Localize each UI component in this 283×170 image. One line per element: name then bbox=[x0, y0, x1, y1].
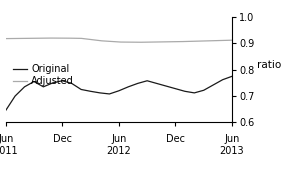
Adjusted bbox=[196, 40, 200, 42]
Original bbox=[23, 86, 26, 88]
Original bbox=[108, 93, 111, 95]
Legend: Original, Adjusted: Original, Adjusted bbox=[13, 64, 74, 86]
Original bbox=[155, 82, 158, 84]
Adjusted bbox=[5, 38, 8, 40]
Original bbox=[70, 82, 73, 84]
Original bbox=[98, 92, 102, 94]
Adjusted bbox=[4, 38, 7, 40]
Original bbox=[89, 90, 92, 92]
Original bbox=[174, 88, 177, 90]
Original bbox=[145, 80, 149, 82]
Adjusted bbox=[42, 37, 45, 39]
Adjusted bbox=[211, 40, 214, 42]
Original bbox=[117, 90, 121, 92]
Original bbox=[42, 86, 45, 88]
Original bbox=[193, 92, 196, 94]
Original bbox=[51, 82, 55, 84]
Text: Jun
2011: Jun 2011 bbox=[0, 134, 18, 156]
Original bbox=[4, 109, 7, 112]
Text: Dec: Dec bbox=[53, 134, 72, 144]
Original bbox=[136, 82, 140, 84]
Adjusted bbox=[136, 41, 139, 43]
Line: Adjusted: Adjusted bbox=[6, 38, 232, 42]
Original bbox=[127, 86, 130, 88]
Original bbox=[164, 85, 168, 87]
Original bbox=[61, 80, 64, 82]
Text: Jun
2013: Jun 2013 bbox=[220, 134, 245, 156]
Adjusted bbox=[230, 39, 234, 41]
Original bbox=[183, 90, 186, 92]
Text: Dec: Dec bbox=[166, 134, 185, 144]
Original bbox=[211, 84, 215, 86]
Original bbox=[13, 95, 17, 97]
Adjusted bbox=[140, 41, 143, 43]
Original bbox=[80, 88, 83, 90]
Original bbox=[202, 89, 205, 91]
Adjusted bbox=[144, 41, 147, 43]
Adjusted bbox=[140, 41, 144, 43]
Original bbox=[221, 79, 224, 81]
Original bbox=[230, 75, 234, 77]
Line: Original: Original bbox=[6, 76, 232, 110]
Y-axis label: ratio: ratio bbox=[257, 60, 281, 70]
Original bbox=[32, 81, 36, 83]
Text: Jun
2012: Jun 2012 bbox=[106, 134, 131, 156]
